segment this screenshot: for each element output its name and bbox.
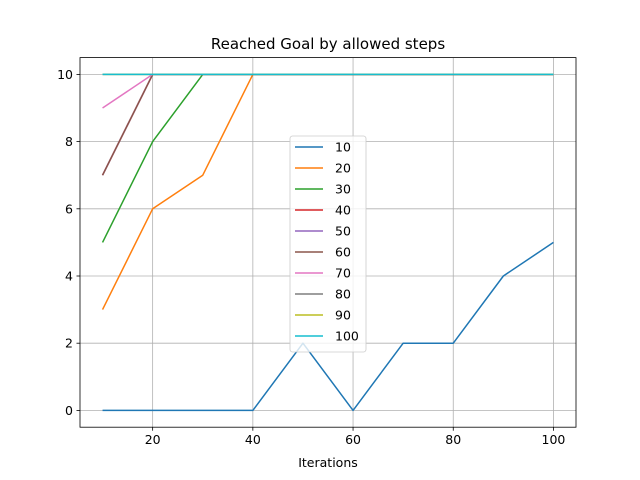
legend-label: 20: [335, 161, 351, 176]
x-tick-label: 40: [245, 432, 261, 447]
legend-label: 10: [335, 140, 351, 155]
legend-label: 90: [335, 308, 351, 323]
axis-ticks: 20 40 60 80 100 0 2 4 6 8 10: [57, 67, 565, 447]
x-axis-title: Iterations: [298, 455, 358, 470]
x-tick-label: 100: [542, 432, 566, 447]
y-tick-label: 2: [65, 336, 73, 351]
legend-label: 70: [335, 266, 351, 281]
legend-label: 30: [335, 182, 351, 197]
legend-label: 100: [335, 329, 359, 344]
y-tick-label: 0: [65, 403, 73, 418]
series-line-10: [102, 241, 554, 412]
x-tick-label: 80: [445, 432, 461, 447]
series-lines: [101, 73, 554, 412]
legend: 10 20 30 40 50 60 70 80 90 100: [289, 135, 367, 353]
chart-title: Reached Goal by allowed steps: [211, 35, 445, 53]
legend-label: 50: [335, 224, 351, 239]
legend-label: 40: [335, 203, 351, 218]
x-tick-label: 60: [345, 432, 361, 447]
legend-label: 80: [335, 287, 351, 302]
legend-box: [289, 135, 367, 353]
legend-label: 60: [335, 245, 351, 260]
y-tick-label: 10: [57, 67, 73, 82]
y-tick-label: 6: [65, 201, 73, 216]
x-tick-label: 20: [145, 432, 161, 447]
y-tick-label: 4: [65, 269, 73, 284]
y-tick-label: 8: [65, 134, 73, 149]
plot-frame: [79, 57, 577, 428]
